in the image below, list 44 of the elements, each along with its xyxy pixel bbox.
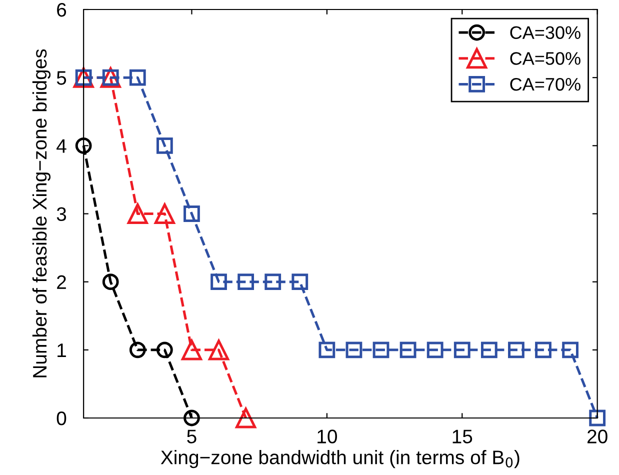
x-tick-label: 20 xyxy=(588,430,608,444)
legend-label: CA=70% xyxy=(510,78,580,91)
point xyxy=(129,342,146,358)
point xyxy=(426,342,444,358)
y-tick-label: 1 xyxy=(58,344,66,357)
point xyxy=(400,342,416,358)
point xyxy=(184,410,200,426)
point xyxy=(535,342,552,358)
y-tick-label: 4 xyxy=(56,139,66,153)
point xyxy=(346,342,362,358)
point xyxy=(236,408,256,428)
y-tick-label: 2 xyxy=(57,275,66,289)
point xyxy=(127,203,148,224)
point xyxy=(318,342,336,358)
point xyxy=(210,274,227,290)
x-axis-title: Xing−zone bandwidth unit (in terms of B$_{0}$) xyxy=(160,450,520,468)
legend-label: CA=50% xyxy=(510,52,580,65)
legend-label: CA=30% xyxy=(510,26,580,40)
point xyxy=(102,274,119,290)
point xyxy=(181,340,202,360)
x-tick-label: 10 xyxy=(318,430,337,444)
y-tick-label: 3 xyxy=(56,207,66,221)
y-tick-label: 5 xyxy=(56,71,66,85)
point xyxy=(238,274,254,290)
point xyxy=(208,340,230,360)
point xyxy=(156,342,173,358)
point xyxy=(184,206,200,222)
point xyxy=(156,137,173,154)
y-axis-title: Number of feasible Xing−zone bridges xyxy=(32,49,51,378)
point xyxy=(129,69,146,86)
point xyxy=(589,410,606,426)
point xyxy=(562,342,578,358)
point xyxy=(154,203,175,224)
x-tick-label: 5 xyxy=(187,430,196,444)
point xyxy=(480,342,498,358)
point xyxy=(508,342,524,358)
y-tick-label: 0 xyxy=(56,411,66,426)
x-tick-label: 15 xyxy=(452,430,472,444)
y-tick-label: 6 xyxy=(57,2,66,17)
point xyxy=(75,137,92,154)
point xyxy=(372,342,390,358)
point xyxy=(292,274,308,290)
point xyxy=(454,342,470,358)
point xyxy=(264,274,282,290)
